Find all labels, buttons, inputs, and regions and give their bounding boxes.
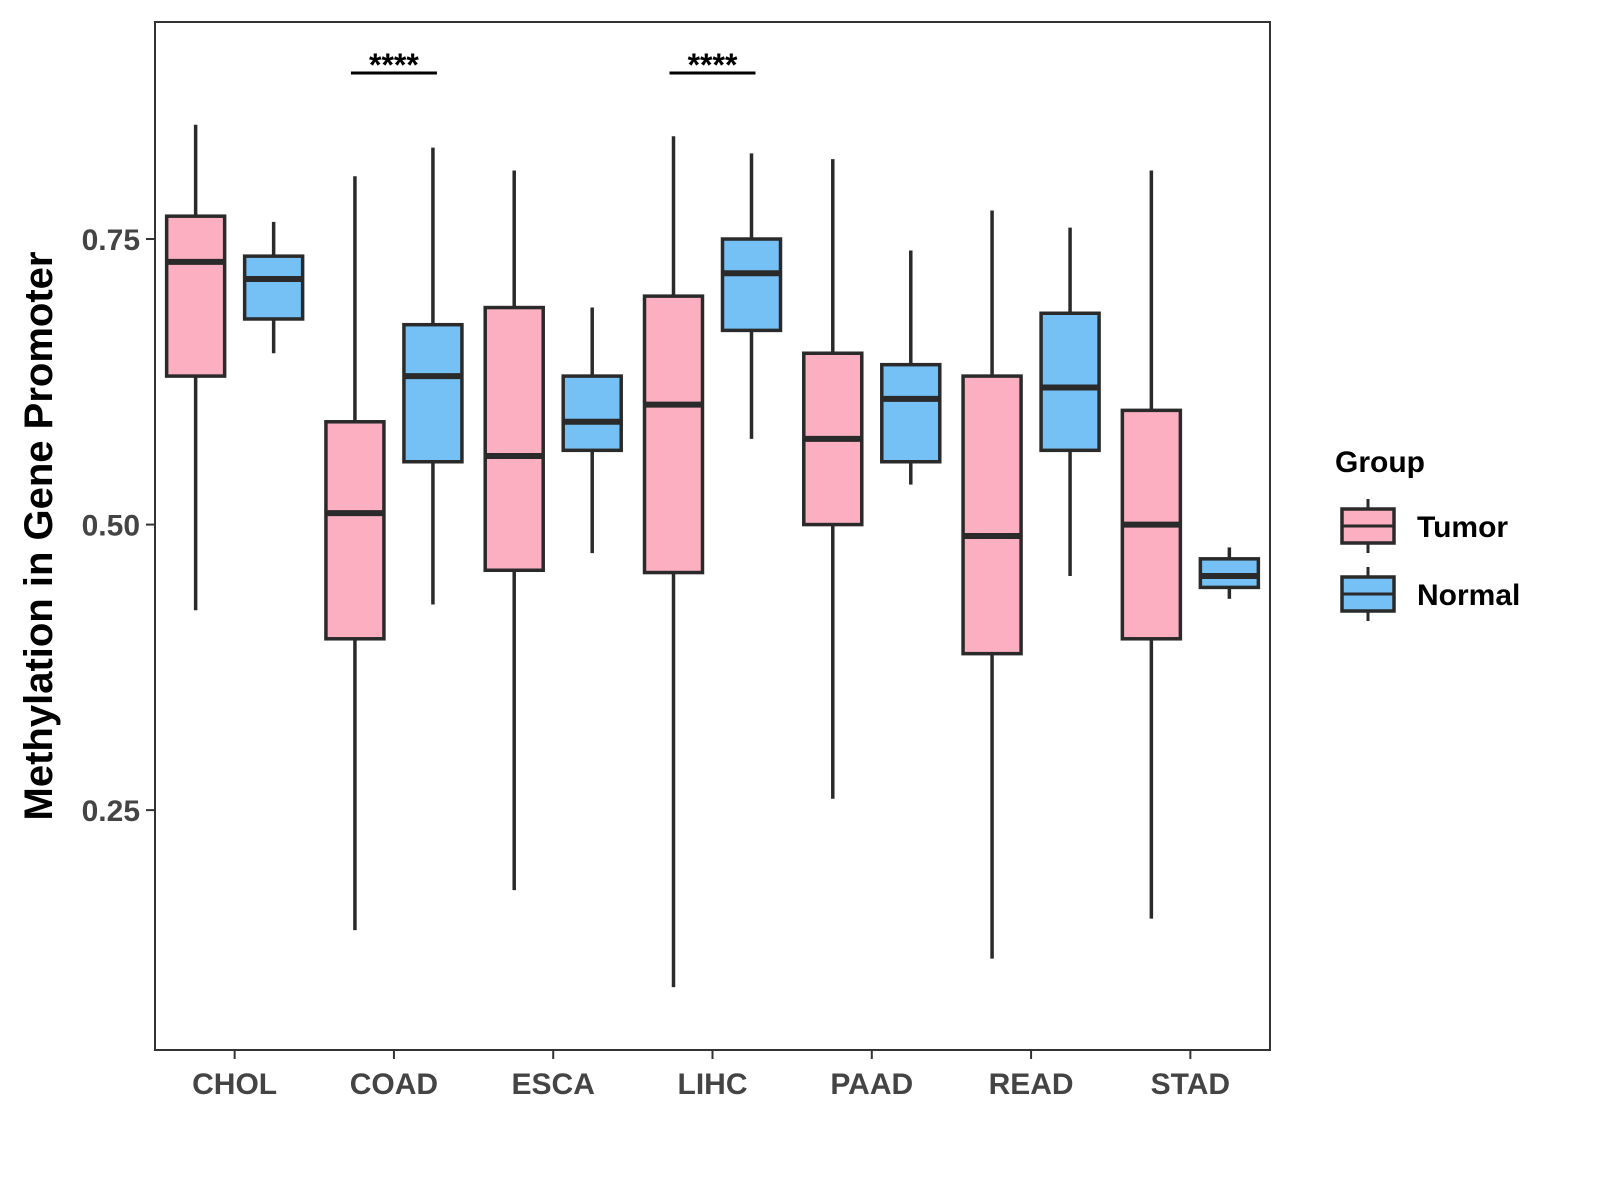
plot-panel [154, 21, 1271, 1051]
box-iqr [642, 294, 705, 575]
significance-annotations: **** **** [350, 47, 756, 83]
box-iqr [242, 254, 305, 321]
box-normal-esca [561, 307, 623, 554]
box-normal-chol [242, 221, 305, 354]
box-tumor-stad [1120, 170, 1183, 919]
legend-item-normal: Normal [1340, 567, 1520, 621]
x-tick-label: ESCA [512, 1068, 595, 1101]
x-tick-label: CHOL [192, 1068, 277, 1101]
box-tumor-read [961, 210, 1023, 959]
box-tumor-coad [324, 176, 386, 931]
box-tumor-esca [483, 170, 545, 891]
y-axis: 0.25 0.50 0.75 [82, 224, 155, 828]
legend-label: Normal [1417, 579, 1520, 612]
box-tumor-lihc [642, 136, 705, 988]
box-normal-stad [1198, 547, 1261, 599]
legend: Group Tumor Normal [1335, 446, 1520, 621]
box-normal-coad [402, 147, 464, 605]
box-iqr [1039, 311, 1101, 453]
x-tick-label: LIHC [678, 1068, 748, 1101]
x-axis: CHOL COAD ESCA LIHC PAAD READ STAD [192, 1050, 1230, 1101]
x-tick-label: PAAD [830, 1068, 913, 1101]
box-iqr [164, 214, 227, 378]
y-axis-title: Methylation in Gene Promoter [17, 252, 61, 821]
box-normal-read [1039, 227, 1101, 576]
box-iqr [720, 237, 783, 333]
box-tumor-chol [164, 124, 227, 611]
y-tick-label: 0.75 [82, 224, 140, 257]
significance-label: **** [369, 47, 419, 83]
box-iqr [880, 362, 942, 464]
significance-label: **** [688, 47, 738, 83]
box-normal-paad [880, 250, 942, 485]
legend-item-tumor: Tumor [1340, 499, 1508, 553]
box-iqr [324, 420, 386, 641]
box-iqr [561, 374, 623, 453]
x-tick-label: COAD [350, 1068, 438, 1101]
legend-title: Group [1335, 446, 1425, 479]
x-tick-label: READ [989, 1068, 1074, 1101]
box-iqr [483, 305, 545, 573]
box-tumor-paad [802, 159, 864, 799]
x-tick-label: STAD [1151, 1068, 1230, 1101]
y-tick-label: 0.50 [82, 510, 140, 543]
box-iqr [402, 322, 464, 464]
legend-label: Tumor [1417, 511, 1508, 544]
box-normal-lihc [720, 153, 783, 439]
box-iqr [961, 374, 1023, 656]
boxes-layer [164, 124, 1261, 988]
y-tick-label: 0.25 [82, 795, 140, 828]
